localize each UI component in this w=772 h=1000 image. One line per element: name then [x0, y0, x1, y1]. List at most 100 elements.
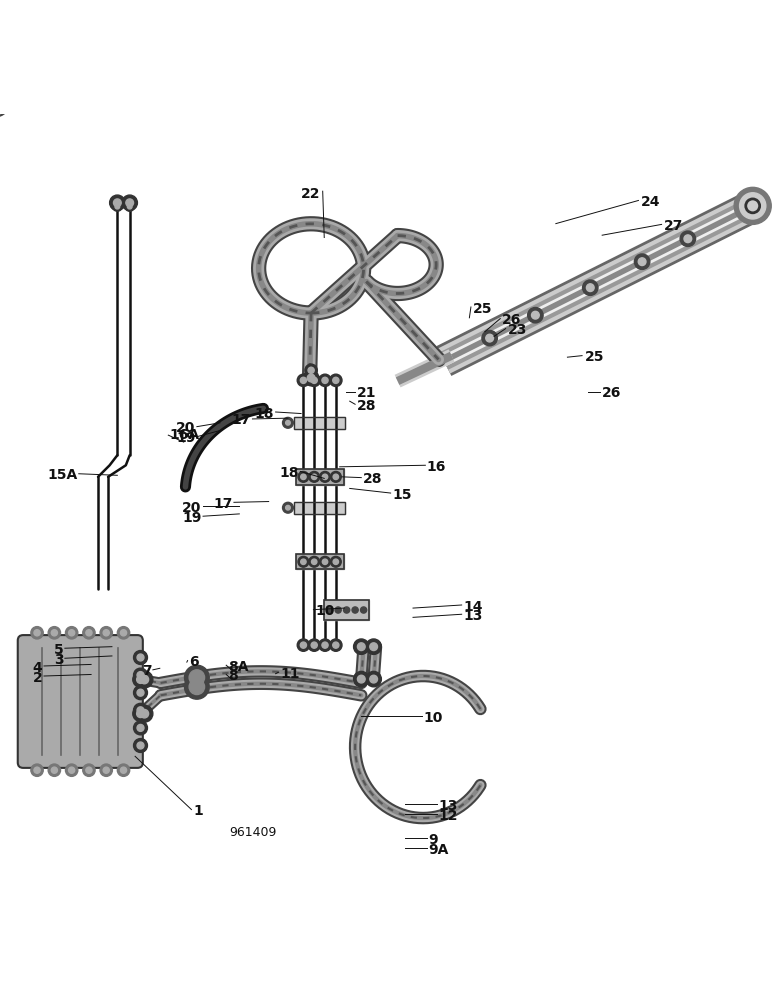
- Circle shape: [83, 627, 95, 639]
- Circle shape: [66, 764, 78, 776]
- Circle shape: [333, 474, 338, 480]
- Circle shape: [136, 705, 153, 722]
- Text: 8: 8: [228, 669, 238, 683]
- Circle shape: [305, 364, 317, 376]
- Circle shape: [298, 471, 309, 482]
- Circle shape: [320, 471, 330, 482]
- Circle shape: [137, 710, 144, 718]
- Text: 20: 20: [176, 421, 195, 435]
- Circle shape: [189, 679, 205, 695]
- Circle shape: [366, 639, 381, 654]
- Text: 24: 24: [641, 195, 660, 209]
- Text: 28: 28: [357, 399, 376, 413]
- Circle shape: [133, 706, 148, 721]
- Circle shape: [286, 420, 290, 425]
- Circle shape: [120, 630, 127, 636]
- Text: 16A: 16A: [170, 428, 200, 442]
- Circle shape: [300, 474, 306, 480]
- Circle shape: [357, 643, 365, 651]
- Circle shape: [51, 630, 57, 636]
- Circle shape: [100, 627, 113, 639]
- Circle shape: [48, 764, 60, 776]
- Text: 17: 17: [213, 497, 232, 511]
- Text: 10: 10: [315, 604, 334, 618]
- Circle shape: [134, 686, 147, 700]
- Circle shape: [34, 630, 40, 636]
- Text: 20: 20: [182, 501, 201, 515]
- Circle shape: [311, 474, 317, 480]
- Circle shape: [311, 559, 317, 564]
- Text: 12: 12: [438, 809, 458, 823]
- Circle shape: [283, 417, 293, 428]
- Circle shape: [370, 643, 378, 651]
- Text: 13: 13: [438, 799, 458, 813]
- Text: 6: 6: [189, 655, 198, 669]
- Circle shape: [115, 204, 120, 209]
- Text: 22: 22: [301, 187, 320, 201]
- Circle shape: [309, 471, 320, 482]
- Text: 3: 3: [54, 653, 63, 667]
- Circle shape: [330, 374, 342, 387]
- Text: 25: 25: [472, 302, 492, 316]
- Text: 9: 9: [428, 833, 438, 847]
- Circle shape: [48, 627, 60, 639]
- Circle shape: [140, 675, 149, 684]
- Text: 13: 13: [463, 609, 482, 623]
- Circle shape: [308, 367, 314, 373]
- Text: 7: 7: [142, 664, 151, 678]
- Circle shape: [83, 764, 95, 776]
- Circle shape: [740, 193, 766, 219]
- Circle shape: [309, 556, 320, 567]
- Circle shape: [189, 670, 205, 685]
- Circle shape: [283, 502, 293, 513]
- Circle shape: [352, 607, 358, 613]
- Circle shape: [117, 764, 130, 776]
- Circle shape: [333, 642, 339, 648]
- Bar: [296, 554, 344, 569]
- Circle shape: [134, 668, 147, 682]
- Circle shape: [531, 311, 539, 319]
- Text: 21: 21: [357, 386, 376, 400]
- Circle shape: [134, 721, 147, 735]
- Text: 16: 16: [427, 460, 446, 474]
- Circle shape: [330, 471, 341, 482]
- Bar: [296, 469, 344, 485]
- Circle shape: [113, 202, 122, 211]
- Circle shape: [134, 651, 147, 664]
- Circle shape: [319, 639, 331, 651]
- Circle shape: [137, 742, 144, 749]
- Circle shape: [322, 559, 327, 564]
- Bar: [294, 502, 345, 514]
- Circle shape: [122, 195, 137, 211]
- Text: 15A: 15A: [47, 468, 77, 482]
- Circle shape: [34, 767, 40, 773]
- Circle shape: [137, 654, 144, 661]
- Text: 9A: 9A: [428, 843, 449, 857]
- Circle shape: [298, 556, 309, 567]
- Circle shape: [322, 642, 328, 648]
- Circle shape: [136, 671, 153, 688]
- Circle shape: [51, 767, 57, 773]
- Circle shape: [527, 307, 543, 323]
- Bar: [324, 600, 369, 620]
- Text: 25: 25: [584, 350, 604, 364]
- Circle shape: [103, 630, 110, 636]
- Text: 14: 14: [463, 600, 482, 614]
- Circle shape: [587, 284, 594, 292]
- Circle shape: [344, 607, 350, 613]
- Text: 15: 15: [392, 488, 411, 502]
- Circle shape: [333, 377, 339, 383]
- Circle shape: [297, 639, 310, 651]
- Bar: [296, 469, 344, 485]
- Text: 5: 5: [53, 643, 63, 657]
- Circle shape: [297, 374, 310, 387]
- Bar: [324, 600, 369, 620]
- Circle shape: [69, 630, 75, 636]
- Circle shape: [113, 199, 121, 207]
- Text: 11: 11: [280, 667, 300, 681]
- Circle shape: [137, 676, 144, 683]
- Circle shape: [86, 630, 92, 636]
- Circle shape: [327, 607, 333, 613]
- Text: 2: 2: [32, 671, 42, 685]
- Circle shape: [127, 204, 132, 209]
